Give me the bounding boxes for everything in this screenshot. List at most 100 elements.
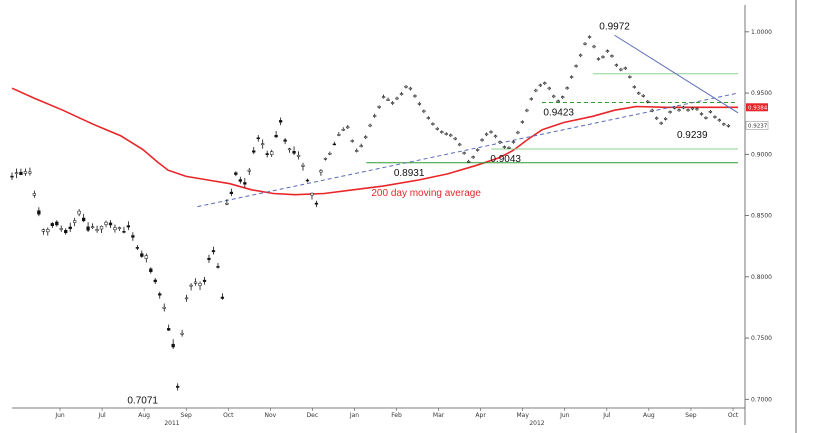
- price-bar-body: [296, 154, 301, 157]
- price-bar: [225, 199, 229, 206]
- price-bar-body: [247, 169, 251, 172]
- price-bar-body: [225, 203, 229, 205]
- price-bar: [467, 159, 471, 163]
- price-bar: [270, 149, 274, 158]
- price-bar-body: [28, 171, 32, 174]
- price-bar-body: [440, 131, 444, 133]
- price-bar-body: [364, 136, 368, 139]
- price-bar: [381, 94, 386, 99]
- price-bar: [587, 35, 592, 39]
- price-bar: [440, 130, 444, 134]
- price-bar-body: [605, 50, 610, 52]
- price-bar: [462, 151, 466, 155]
- price-bar: [95, 225, 99, 233]
- price-bar: [426, 116, 431, 120]
- price-bar: [632, 85, 636, 89]
- price-bar-body: [511, 141, 516, 143]
- price-bar-body: [117, 227, 122, 230]
- price-bar: [328, 151, 332, 156]
- x-tick-label: Oct: [223, 412, 234, 419]
- price-bar: [672, 106, 677, 110]
- price-bar: [144, 253, 148, 263]
- price-bar-body: [234, 172, 238, 175]
- price-bar-body: [10, 175, 14, 178]
- x-tick-label: Feb: [391, 412, 402, 419]
- price-bar: [346, 125, 350, 129]
- price-bar: [422, 109, 426, 114]
- price-bar: [637, 91, 641, 96]
- price-bar-body: [131, 235, 135, 238]
- price-bar-body: [265, 153, 269, 155]
- price-annotation: 0.9423: [543, 108, 574, 119]
- price-bar: [32, 190, 37, 198]
- x-tick-label: Nov: [264, 412, 276, 419]
- price-bar-body: [417, 103, 422, 105]
- moving-average-line: [11, 87, 738, 196]
- price-bar: [453, 136, 457, 141]
- labels-layer: 0.9972 0.9423 0.9239 0.9043 0.8931 0.7071 200 …: [127, 21, 708, 406]
- price-bar-body: [189, 284, 193, 287]
- price-bar: [726, 124, 730, 128]
- price-bar: [323, 157, 328, 161]
- price-bar-body: [341, 128, 345, 131]
- price-annotation: 0.8931: [394, 168, 425, 179]
- price-bar-body: [292, 151, 296, 154]
- price-bar-body: [569, 76, 574, 78]
- price-bar-body: [435, 127, 439, 130]
- price-bar: [717, 118, 721, 122]
- price-bar-body: [426, 117, 431, 119]
- price-bar-body: [520, 121, 525, 123]
- price-bar: [301, 162, 305, 171]
- price-bar: [695, 107, 699, 111]
- price-bar-body: [726, 125, 730, 127]
- price-bar-body: [50, 223, 54, 226]
- price-bar: [193, 278, 198, 286]
- price-bar: [663, 117, 668, 121]
- x-tick-label: Jan: [349, 412, 359, 419]
- price-tag: 0.9237: [745, 121, 769, 130]
- price-bar-body: [467, 160, 471, 163]
- price-bar: [534, 88, 538, 93]
- price-bar: [471, 155, 475, 159]
- price-bar-body: [153, 279, 157, 283]
- price-bar-body: [64, 230, 68, 234]
- price-bar-body: [350, 140, 354, 142]
- price-bar: [19, 168, 23, 176]
- x-tick-label: Jun: [54, 412, 65, 419]
- price-bar: [247, 167, 251, 175]
- price-bar-body: [202, 279, 207, 282]
- price-bar: [364, 135, 368, 140]
- price-bar: [287, 147, 292, 153]
- price-bar: [158, 291, 162, 299]
- price-bar-body: [162, 306, 166, 309]
- price-bar-body: [543, 82, 547, 85]
- price-bar: [274, 131, 278, 139]
- price-bar: [126, 221, 131, 231]
- price-bar: [493, 134, 498, 139]
- price-bar-body: [529, 98, 533, 100]
- price-bar: [650, 108, 654, 113]
- price-bar-body: [355, 150, 359, 152]
- price-bar: [122, 226, 126, 234]
- price-bar: [350, 139, 354, 143]
- price-bar-body: [713, 116, 717, 118]
- price-bar: [202, 277, 207, 285]
- price-bar-body: [516, 131, 520, 134]
- price-bar: [99, 225, 104, 233]
- price-bar: [149, 267, 153, 274]
- price-bar-body: [37, 210, 41, 215]
- price-bar: [475, 148, 480, 152]
- price-bar: [216, 263, 220, 269]
- price-bar-body: [690, 107, 695, 110]
- price-bar: [359, 143, 363, 148]
- price-bar: [372, 113, 377, 118]
- price-bar-body: [431, 123, 435, 125]
- price-bar: [90, 223, 95, 230]
- price-bar-body: [381, 96, 386, 98]
- price-bar-body: [104, 221, 108, 225]
- price-bar-body: [180, 332, 184, 335]
- price-bar: [10, 172, 14, 181]
- price-bar: [583, 41, 587, 46]
- price-bar: [578, 53, 583, 58]
